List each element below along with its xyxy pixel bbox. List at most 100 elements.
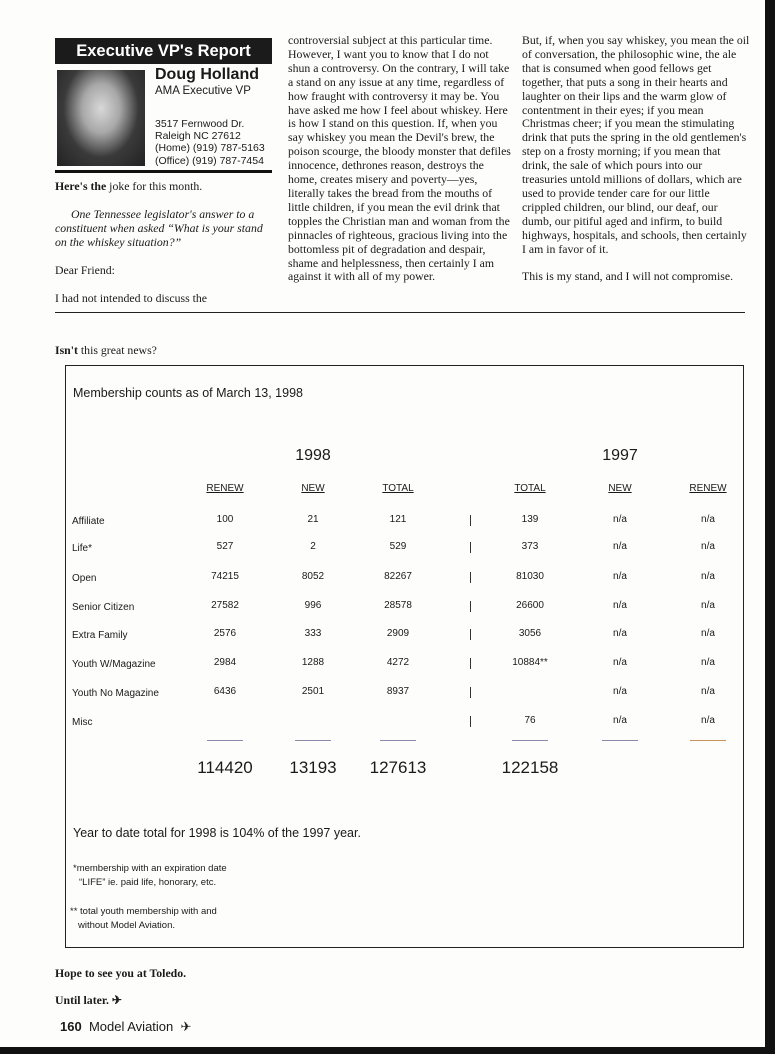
table-cell: 76 <box>524 715 536 726</box>
column-header-new-1997: NEW <box>608 483 632 494</box>
magazine-name: Model Aviation <box>88 1019 174 1034</box>
table-cell: 2576 <box>213 628 237 639</box>
table-cell: n/a <box>613 657 627 668</box>
table-cell: n/a <box>613 541 627 552</box>
airplane-icon: ✈ <box>180 1019 192 1034</box>
footnote-line: without Model Aviation. <box>78 920 175 931</box>
divider <box>55 312 745 313</box>
sum-underline <box>690 740 726 741</box>
table-cell: n/a <box>613 628 627 639</box>
table-cell: n/a <box>613 715 627 726</box>
table-cell: n/a <box>701 571 715 582</box>
footnote-line: ** total youth membership with and <box>70 906 217 917</box>
table-cell: 2501 <box>301 686 325 697</box>
table-cell: 1288 <box>301 657 325 668</box>
table-cell: 996 <box>304 600 322 611</box>
lead: One Tennessee legislator's answer to a c… <box>55 206 263 249</box>
table-cell: n/a <box>613 686 627 697</box>
column-header: Executive VP's Report <box>55 38 272 64</box>
intro: Here's the joke for this month. <box>55 179 270 194</box>
table-cell: 8937 <box>386 686 410 697</box>
table-cell: 333 <box>304 628 322 639</box>
table-cell: n/a <box>613 600 627 611</box>
sum-underline <box>295 740 331 741</box>
table-cell: 529 <box>389 541 407 552</box>
news-line: Isn't this great news? <box>55 343 157 358</box>
table-cell: 100 <box>216 514 234 525</box>
table-cell: 81030 <box>516 571 544 582</box>
column-separator <box>470 542 471 553</box>
scan-edge <box>0 1047 775 1054</box>
news-bold: Isn't <box>55 343 78 357</box>
address-line: 3517 Fernwood Dr. <box>155 118 245 130</box>
column-separator <box>470 572 471 583</box>
row-label: Open <box>72 573 97 584</box>
table-cell: n/a <box>613 571 627 582</box>
sum-underline <box>512 740 548 741</box>
row-label: Extra Family <box>72 630 128 641</box>
table-cell: 6436 <box>213 686 237 697</box>
table-cell: n/a <box>701 628 715 639</box>
year-1998: 1998 <box>295 447 331 464</box>
membership-title: Membership counts as of March 13, 1998 <box>73 386 303 400</box>
column-separator <box>470 601 471 612</box>
table-cell: 27582 <box>211 600 239 611</box>
table-cell: n/a <box>701 715 715 726</box>
column-separator <box>470 716 471 727</box>
table-cell: 2909 <box>386 628 410 639</box>
news-text: this great news? <box>77 343 157 357</box>
sum-underline <box>380 740 416 741</box>
column-total: 13193 <box>289 758 337 777</box>
table-cell: n/a <box>701 600 715 611</box>
year-1997: 1997 <box>602 447 638 464</box>
paragraph: But, if, when you say whiskey, you mean … <box>522 33 750 256</box>
column-total: 127613 <box>369 758 427 777</box>
table-cell: 4272 <box>386 657 410 668</box>
membership-box <box>65 365 744 948</box>
column-2: controversial subject at this particular… <box>288 33 513 284</box>
sum-underline <box>602 740 638 741</box>
column-header-total-1997: TOTAL <box>514 483 546 494</box>
address-line: Raleigh NC 27612 <box>155 130 241 143</box>
table-cell: n/a <box>701 686 715 697</box>
page-number: 160 <box>60 1019 82 1034</box>
table-cell: 82267 <box>384 571 412 582</box>
author-name: Doug Holland <box>155 66 259 83</box>
paragraph: This is my stand, and I will not comprom… <box>522 268 734 283</box>
row-label: Youth No Magazine <box>72 688 159 699</box>
table-cell: 2 <box>310 541 316 552</box>
footnote-line: *membership with an expiration date <box>73 863 227 874</box>
table-cell: 373 <box>521 541 539 552</box>
column-header-total-1998: TOTAL <box>382 483 414 494</box>
column-3: But, if, when you say whiskey, you mean … <box>522 33 750 283</box>
closing: Hope to see you at Toledo. <box>55 966 187 980</box>
footnote-line: “LIFE” ie. paid life, honorary, etc. <box>79 877 217 888</box>
column-header-renew-1998: RENEW <box>206 483 244 494</box>
column-header-renew-1997: RENEW <box>689 483 727 494</box>
paragraph-start: I had not intended to discuss the <box>55 290 208 305</box>
author-address: 3517 Fernwood Dr. Raleigh NC 27612 (Home… <box>155 118 265 167</box>
row-label: Senior Citizen <box>72 602 135 613</box>
footnote-1: *membership with an expiration date “LIF… <box>73 862 227 890</box>
summary: Year to date total for 1998 is 104% of t… <box>73 826 361 840</box>
sum-underline <box>207 740 243 741</box>
intro-text: joke for this month. <box>106 179 203 193</box>
salutation: Dear Friend: <box>55 262 115 277</box>
table-cell: 21 <box>307 514 319 525</box>
column-1: Here's the joke for this month. One Tenn… <box>55 179 270 305</box>
author-photo <box>57 70 145 166</box>
table-cell: 527 <box>216 541 234 552</box>
row-label: Misc <box>72 717 93 728</box>
column-separator <box>470 629 471 640</box>
page-footer: 160 Model Aviation ✈ <box>60 1019 191 1035</box>
table-cell: n/a <box>701 541 715 552</box>
column-total: 114420 <box>197 758 253 777</box>
signoff: Until later. ✈ <box>55 993 122 1007</box>
table-cell: 10884** <box>512 657 548 668</box>
table-cell: 74215 <box>211 571 239 582</box>
footnote-2: ** total youth membership with and witho… <box>70 905 217 933</box>
scan-edge <box>765 0 775 1054</box>
table-cell: 2984 <box>213 657 237 668</box>
intro-bold: Here's the <box>55 179 107 193</box>
